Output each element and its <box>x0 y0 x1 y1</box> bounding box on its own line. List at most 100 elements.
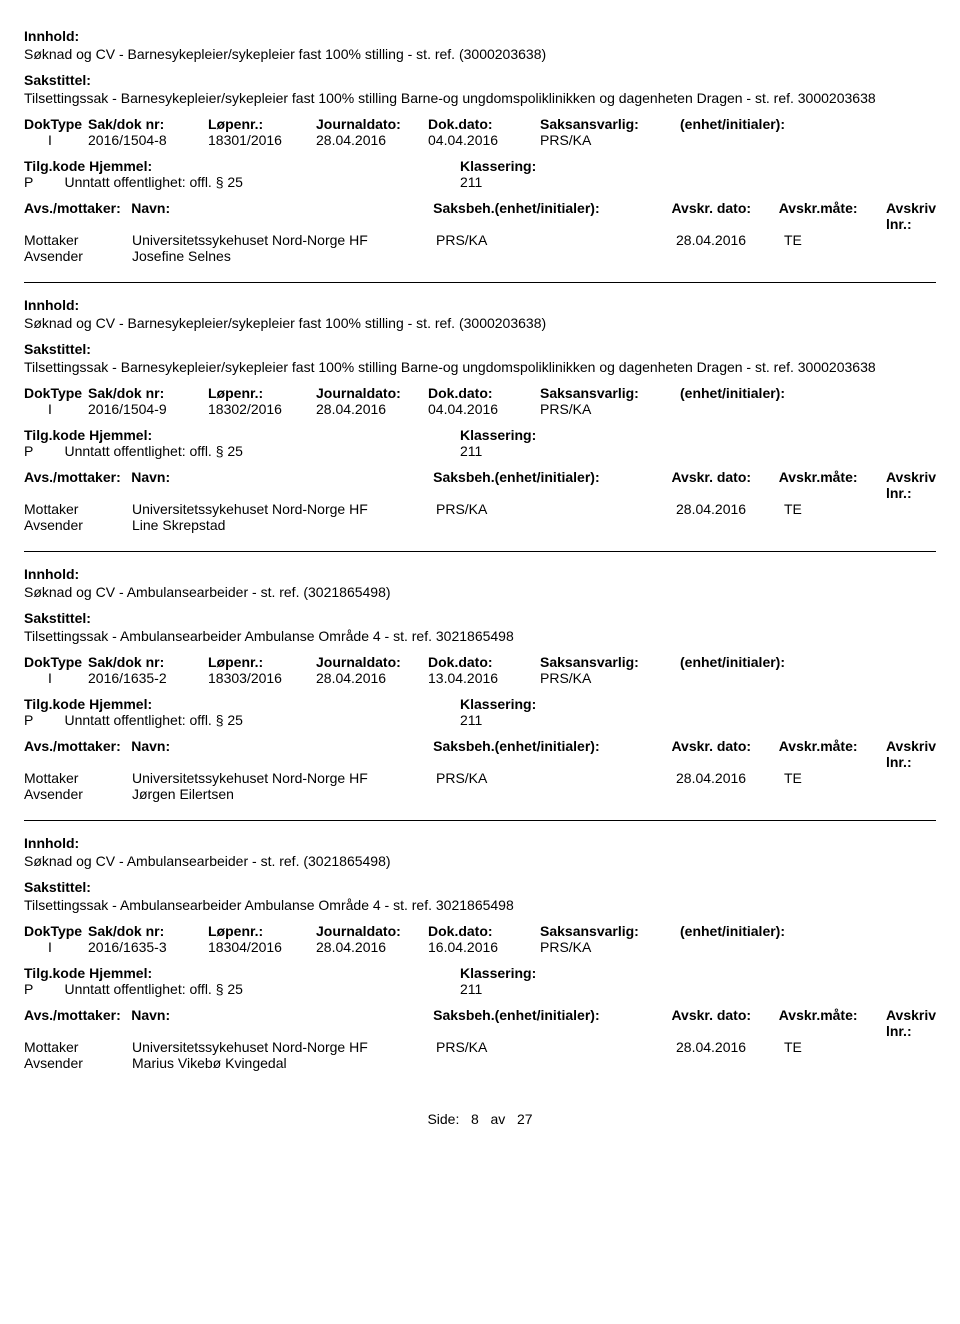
avsender-row: AvsenderJosefine Selnes <box>24 248 936 264</box>
mottaker-row: MottakerUniversitetssykehuset Nord-Norge… <box>24 232 936 248</box>
page-container: Innhold: Søknad og CV - Barnesykepleier/s… <box>0 0 960 1167</box>
page-footer: Side: 8 av 27 <box>24 1111 936 1127</box>
avsender-label: Avsender <box>24 786 132 802</box>
saksansvarlig-value: PRS/KA <box>540 939 680 955</box>
journal-record: Innhold: Søknad og CV - Barnesykepleier/s… <box>24 297 936 552</box>
hjemmel-header-row: Tilg.kode Hjemmel:Klassering: <box>24 427 936 443</box>
navn-label: Navn: <box>131 200 433 216</box>
mottaker-row: MottakerUniversitetssykehuset Nord-Norge… <box>24 770 936 786</box>
klassering-value: 211 <box>424 712 936 728</box>
hjemmel-value-row: P Unntatt offentlighet: offl. § 25211 <box>24 981 936 997</box>
innhold-label: Innhold: <box>24 28 936 44</box>
avskriv-lnr-label: Avskriv lnr.: <box>886 469 936 501</box>
sakstittel-label: Sakstittel: <box>24 341 936 357</box>
tilgkode-hjemmel-label: Tilg.kode Hjemmel: <box>24 696 424 712</box>
dokdato-label: Dok.dato: <box>428 654 540 670</box>
footer-av: av <box>491 1111 506 1127</box>
sakstittel-value: Tilsettingssak - Barnesykepleier/sykeple… <box>24 359 936 375</box>
innhold-value: Søknad og CV - Barnesykepleier/sykepleie… <box>24 315 936 331</box>
sakdok-label: Sak/dok nr: <box>88 923 208 939</box>
avskr-dato-value: 28.04.2016 <box>676 1039 784 1055</box>
tilgkode-hjemmel-value: P Unntatt offentlighet: offl. § 25 <box>24 174 424 190</box>
mottaker-label: Mottaker <box>24 770 132 786</box>
innhold-label: Innhold: <box>24 566 936 582</box>
lopenr-value: 18302/2016 <box>208 401 316 417</box>
dokdato-value: 16.04.2016 <box>428 939 540 955</box>
avs-mottaker-label: Avs./mottaker: <box>24 1007 131 1023</box>
meta-value-row: I2016/1635-218303/201628.04.201613.04.20… <box>24 670 936 686</box>
footer-page: 8 <box>471 1111 479 1127</box>
correspondent-header-row: Avs./mottaker:Navn:Saksbeh.(enhet/initia… <box>24 200 936 232</box>
journaldato-value: 28.04.2016 <box>316 401 428 417</box>
journaldato-label: Journaldato: <box>316 923 428 939</box>
avskr-mate-value: TE <box>784 1039 892 1055</box>
saksbeh-label: Saksbeh.(enhet/initialer): <box>433 200 671 216</box>
sakdok-value: 2016/1504-8 <box>88 132 208 148</box>
avskr-mate-value: TE <box>784 232 892 248</box>
innhold-value: Søknad og CV - Barnesykepleier/sykepleie… <box>24 46 936 62</box>
lopenr-label: Løpenr.: <box>208 923 316 939</box>
journal-record: Innhold:Søknad og CV - Ambulansearbeider… <box>24 835 936 1071</box>
sakstittel-value: Tilsettingssak - Barnesykepleier/sykeple… <box>24 90 936 106</box>
doktype-value: I <box>24 132 88 148</box>
saksbeh-value: PRS/KA <box>436 1039 676 1055</box>
avskr-dato-value: 28.04.2016 <box>676 770 784 786</box>
doktype-label: DokType <box>24 923 88 939</box>
navn-label: Navn: <box>131 469 433 485</box>
lopenr-label: Løpenr.: <box>208 116 316 132</box>
lopenr-value: 18304/2016 <box>208 939 316 955</box>
doktype-label: DokType <box>24 654 88 670</box>
lopenr-label: Løpenr.: <box>208 654 316 670</box>
saksansvarlig-label: Saksansvarlig: <box>540 654 680 670</box>
avs-mottaker-label: Avs./mottaker: <box>24 200 131 216</box>
avskr-dato-label: Avskr. dato: <box>671 469 778 485</box>
dokdato-label: Dok.dato: <box>428 385 540 401</box>
avskriv-lnr-label: Avskriv lnr.: <box>886 200 936 232</box>
footer-total: 27 <box>517 1111 533 1127</box>
sakdok-value: 2016/1635-2 <box>88 670 208 686</box>
sakstittel-value: Tilsettingssak - Ambulansearbeider Ambul… <box>24 897 936 913</box>
saksbeh-label: Saksbeh.(enhet/initialer): <box>433 738 671 754</box>
hjemmel-value-row: P Unntatt offentlighet: offl. § 25211 <box>24 174 936 190</box>
avsender-name: Josefine Selnes <box>132 248 436 264</box>
avskr-mate-value: TE <box>784 770 892 786</box>
mottaker-row: MottakerUniversitetssykehuset Nord-Norge… <box>24 501 936 517</box>
avskriv-lnr-label: Avskriv lnr.: <box>886 738 936 770</box>
sakstittel-label: Sakstittel: <box>24 610 936 626</box>
avskr-dato-value: 28.04.2016 <box>676 232 784 248</box>
journaldato-value: 28.04.2016 <box>316 939 428 955</box>
mottaker-label: Mottaker <box>24 232 132 248</box>
tilgkode-hjemmel-label: Tilg.kode Hjemmel: <box>24 158 424 174</box>
saksansvarlig-label: Saksansvarlig: <box>540 385 680 401</box>
saksbeh-label: Saksbeh.(enhet/initialer): <box>433 469 671 485</box>
avskr-mate-value: TE <box>784 501 892 517</box>
avsender-name: Marius Vikebø Kvingedal <box>132 1055 436 1071</box>
saksansvarlig-label: Saksansvarlig: <box>540 116 680 132</box>
innhold-label: Innhold: <box>24 297 936 313</box>
avsender-row: AvsenderJørgen Eilertsen <box>24 786 936 802</box>
dokdato-value: 04.04.2016 <box>428 132 540 148</box>
meta-value-row: I2016/1504-818301/201628.04.201604.04.20… <box>24 132 936 148</box>
dokdato-label: Dok.dato: <box>428 923 540 939</box>
klassering-label: Klassering: <box>424 696 936 712</box>
navn-label: Navn: <box>131 738 433 754</box>
doktype-label: DokType <box>24 385 88 401</box>
avskr-mate-label: Avskr.måte: <box>779 200 886 216</box>
avs-mottaker-label: Avs./mottaker: <box>24 738 131 754</box>
avsender-label: Avsender <box>24 248 132 264</box>
dokdato-value: 04.04.2016 <box>428 401 540 417</box>
avsender-name: Line Skrepstad <box>132 517 436 533</box>
journaldato-label: Journaldato: <box>316 116 428 132</box>
mottaker-name: Universitetssykehuset Nord-Norge HF <box>132 770 436 786</box>
mottaker-name: Universitetssykehuset Nord-Norge HF <box>132 232 436 248</box>
journaldato-value: 28.04.2016 <box>316 132 428 148</box>
avskriv-lnr-label: Avskriv lnr.: <box>886 1007 936 1039</box>
sakstittel-label: Sakstittel: <box>24 72 936 88</box>
enhet-initialer-label: (enhet/initialer): <box>680 116 936 132</box>
saksansvarlig-value: PRS/KA <box>540 670 680 686</box>
saksbeh-value: PRS/KA <box>436 232 676 248</box>
hjemmel-header-row: Tilg.kode Hjemmel:Klassering: <box>24 965 936 981</box>
klassering-value: 211 <box>424 443 936 459</box>
mottaker-label: Mottaker <box>24 1039 132 1055</box>
doktype-value: I <box>24 401 88 417</box>
